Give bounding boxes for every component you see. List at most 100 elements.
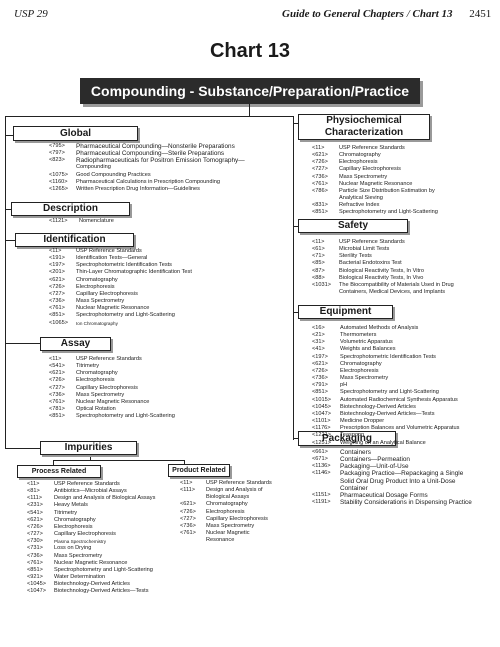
chapter-title: Identification Tests—General xyxy=(76,255,148,262)
chapter-code: <1221> xyxy=(312,432,331,439)
section-identification: Identification xyxy=(15,233,134,247)
chapter-title: Electrophoresis xyxy=(76,283,115,290)
chapter-title: Biotechnology-Derived Articles xyxy=(54,581,130,588)
chapter-code: <736> xyxy=(49,298,65,305)
chapter-title: Refractive Index xyxy=(339,202,380,209)
chapter-title: Written Prescription Drug Information—Gu… xyxy=(76,185,200,192)
chapter-code: <1015> xyxy=(312,396,331,403)
chapter-code: <823> xyxy=(49,157,65,164)
chapter-code: <197> xyxy=(312,353,328,360)
chapter-title: Electrophoresis xyxy=(54,523,93,530)
connector xyxy=(5,135,13,136)
list-item: <1015> Automated Radiochemical Synthesis … xyxy=(312,397,459,404)
list-item: <621> Chromatography xyxy=(49,370,175,377)
safety-list: <11> USP Reference Standards <61> Microbial… xyxy=(312,239,454,296)
list-item: <31> Volumetric Apparatus xyxy=(312,339,459,346)
list-item: <726> Electrophoresis xyxy=(312,368,459,375)
list-item: <761> Nuclear Magnetic Resonance xyxy=(49,305,192,312)
chapter-title: Spectrophotometric Identification Tests xyxy=(340,353,436,360)
chapter-title: Nuclear Magnetic Resonance xyxy=(76,305,150,312)
section-physiochemical: Physiochemical Characterization xyxy=(298,114,430,140)
chapter-title: Electrophoresis xyxy=(206,508,245,515)
list-item: <786> Particle Size Distribution Estimati… xyxy=(312,188,438,195)
chapter-code: <41> xyxy=(312,346,325,353)
chapter-title: Analytical Sieving xyxy=(339,195,383,202)
list-item: <1031> The Biocompatibility of Materials … xyxy=(312,282,454,289)
chapter-title: Capillary Electrophoresis xyxy=(76,290,138,297)
chapter-title: Water Determination xyxy=(54,574,106,581)
chapter-code: <31> xyxy=(312,339,325,346)
chapter-title: Nuclear Magnetic Resonance xyxy=(339,180,413,187)
list-item: <736> Mass Spectrometry xyxy=(180,523,272,530)
chapter-code: <726> xyxy=(312,159,328,166)
list-item: <621> Chromatography xyxy=(312,361,459,368)
list-item: <851> Spectrophotometry and Light-Scatter… xyxy=(312,209,438,216)
connector xyxy=(5,240,15,241)
chapter-title: Spectrophotometry and Light-Scattering xyxy=(339,209,438,216)
chapter-title: Biotechnology-Derived Articles—Tests xyxy=(54,588,149,595)
section-safety: Safety xyxy=(298,219,408,233)
header-chart: Chart 13 xyxy=(412,8,453,20)
chapter-code: <197> xyxy=(49,262,65,269)
chapter-code: <851> xyxy=(49,312,65,319)
list-item: Biological Assays xyxy=(180,494,272,501)
chapter-title: Design and Analysis of xyxy=(206,487,263,494)
list-item: Containers, Medical Devices, and Implant… xyxy=(312,289,454,296)
chapter-code: <88> xyxy=(312,274,325,281)
list-item: Compounding xyxy=(49,164,245,171)
chapter-title: Bacterial Endotoxins Test xyxy=(339,260,402,267)
chapter-code: <1265> xyxy=(49,185,68,192)
chapter-title: Optical Rotation xyxy=(76,406,116,413)
chapter-title: Containers—Permeation xyxy=(340,456,410,464)
chapter-title: Pharmaceutical Dosage Forms xyxy=(340,491,428,499)
equipment-list: <16> Automated Methods of Analysis <21> The… xyxy=(312,325,459,447)
chapter-title: Microbial Limit Tests xyxy=(339,246,390,253)
list-item: <727> Capillary Electrophoresis xyxy=(27,531,155,538)
chapter-code: <726> xyxy=(27,523,43,530)
chapter-code: <761> xyxy=(27,559,43,566)
chapter-title: Plasma Spectrochemistry xyxy=(54,539,107,545)
chapter-code: <726> xyxy=(312,367,328,374)
list-item: <851> Spectrophotometry and Light-Scatter… xyxy=(49,413,175,420)
connector xyxy=(293,438,298,439)
list-item: <541> Titrimetry xyxy=(49,363,175,370)
list-item: <1176> Prescription Balances and Volumetr… xyxy=(312,425,459,432)
connector xyxy=(90,455,91,460)
chapter-code: <727> xyxy=(49,384,65,391)
list-item: <1101> Medicine Dropper xyxy=(312,418,459,425)
list-item: <1047> Biotechnology-Derived Articles—Tes… xyxy=(312,411,459,418)
list-item: Resonance xyxy=(180,537,272,544)
list-item: <1075> Good Compounding Practices xyxy=(49,172,245,179)
chapter-title: pH xyxy=(340,382,348,389)
list-item: <823> Radiopharmaceuticals for Positron E… xyxy=(49,157,245,164)
chapter-title: Pharmaceutical Calculations in Prescript… xyxy=(76,178,220,185)
chapter-code: <786> xyxy=(312,187,328,194)
chapter-code: <1047> xyxy=(27,588,46,595)
list-item: <726> Electrophoresis xyxy=(27,524,155,531)
list-item: <851> Spectrophotometry and Light-Scatter… xyxy=(49,312,192,319)
chapter-code: <791> xyxy=(312,382,328,389)
banner: Compounding - Substance/Preparation/Prac… xyxy=(80,78,420,104)
list-item: <541> Titrimetry xyxy=(27,510,155,517)
list-item: <726> Electrophoresis xyxy=(180,509,272,516)
list-item: <736> Mass Spectrometry xyxy=(27,553,155,560)
chapter-code: <761> xyxy=(49,398,65,405)
chapter-title: Volumetric Apparatus xyxy=(340,339,393,346)
connector xyxy=(5,116,6,448)
chapter-title: Capillary Electrophoresis xyxy=(76,384,138,391)
packaging-list: <661> Containers <671> Containers—Permeatio… xyxy=(312,449,472,506)
chapter-title: Prescription Balances and Volumetric App… xyxy=(340,425,460,432)
connector xyxy=(293,123,298,124)
chapter-code: <11> xyxy=(312,239,325,245)
chapter-code: <661> xyxy=(312,449,328,455)
chapter-title: Electrophoresis xyxy=(76,377,115,384)
chapter-code: <621> xyxy=(180,501,196,508)
chapter-code: <726> xyxy=(49,377,65,384)
chapter-title: Nomenclature xyxy=(79,218,114,224)
connector xyxy=(293,116,294,440)
chapter-title: Ion Chromatography xyxy=(76,320,118,326)
list-item: <1160> Pharmaceutical Calculations in Pre… xyxy=(49,179,245,186)
list-item: <11> USP Reference Standards xyxy=(312,239,454,246)
chapter-code: <621> xyxy=(27,516,43,523)
chapter-title: Medicine Dropper xyxy=(340,418,385,425)
